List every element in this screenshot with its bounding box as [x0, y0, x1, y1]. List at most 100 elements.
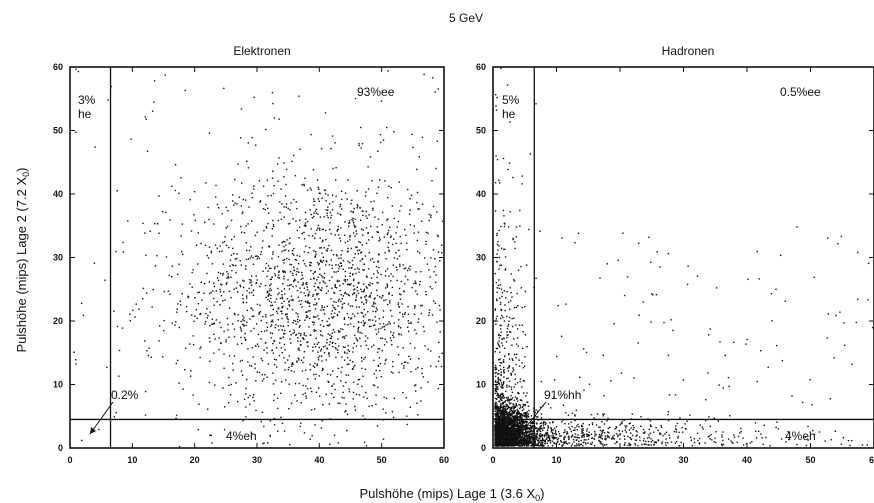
scatter-point — [333, 397, 334, 398]
scatter-point — [300, 344, 301, 345]
scatter-point — [576, 440, 577, 441]
scatter-point — [353, 347, 354, 348]
scatter-point — [599, 441, 600, 442]
scatter-point — [255, 380, 256, 381]
scatter-point — [332, 343, 333, 344]
scatter-point — [223, 291, 224, 292]
scatter-point — [316, 392, 317, 393]
scatter-point — [572, 413, 573, 414]
scatter-point — [175, 321, 176, 322]
scatter-point — [345, 242, 346, 243]
scatter-point — [257, 232, 258, 233]
scatter-point — [359, 332, 360, 333]
scatter-point — [341, 199, 342, 200]
scatter-point — [422, 137, 423, 138]
scatter-point — [568, 436, 569, 437]
scatter-point — [115, 251, 116, 252]
scatter-point — [392, 244, 393, 245]
scatter-point — [180, 301, 181, 302]
scatter-point — [237, 320, 238, 321]
scatter-point — [409, 213, 410, 214]
scatter-point — [146, 119, 147, 120]
scatter-point — [627, 445, 628, 446]
scatter-point — [400, 294, 401, 295]
scatter-point — [308, 294, 309, 295]
scatter-point — [547, 430, 548, 431]
scatter-point — [315, 346, 316, 347]
scatter-point — [251, 292, 252, 293]
scatter-point — [262, 247, 263, 248]
scatter-point — [302, 337, 303, 338]
scatter-point — [296, 400, 297, 401]
scatter-point — [411, 134, 412, 135]
scatter-point — [329, 355, 330, 356]
scatter-point — [548, 403, 549, 404]
scatter-point — [364, 289, 365, 290]
scatter-point — [405, 312, 406, 313]
scatter-point — [165, 212, 166, 213]
scatter-point — [377, 282, 378, 283]
scatter-point — [518, 404, 519, 405]
scatter-point — [309, 262, 310, 263]
scatter-point — [266, 226, 267, 227]
scatter-point — [388, 230, 389, 231]
scatter-point — [327, 207, 328, 208]
scatter-point — [307, 378, 308, 379]
scatter-point — [347, 357, 348, 358]
scatter-point — [347, 414, 348, 415]
scatter-point — [526, 421, 527, 422]
scatter-point — [265, 204, 266, 205]
scatter-point — [372, 283, 373, 284]
scatter-point — [372, 311, 373, 312]
scatter-point — [322, 320, 323, 321]
scatter-point — [272, 372, 273, 373]
scatter-point — [332, 195, 333, 196]
scatter-point — [240, 286, 241, 287]
scatter-point — [775, 427, 776, 428]
scatter-point — [228, 385, 229, 386]
scatter-point — [245, 406, 246, 407]
scatter-point — [365, 299, 366, 300]
scatter-point — [169, 219, 170, 220]
scatter-point — [387, 304, 388, 305]
scatter-point — [289, 264, 290, 265]
scatter-point — [245, 388, 246, 389]
scatter-point — [250, 330, 251, 331]
scatter-point — [501, 414, 502, 415]
scatter-point — [292, 273, 293, 274]
scatter-point — [251, 275, 252, 276]
scatter-point — [503, 413, 504, 414]
scatter-point — [289, 384, 290, 385]
scatter-point — [604, 423, 605, 424]
scatter-point — [561, 445, 562, 446]
scatter-point — [335, 167, 336, 168]
scatter-point — [284, 344, 285, 345]
scatter-point — [379, 370, 380, 371]
scatter-point — [519, 434, 520, 435]
scatter-point — [117, 326, 118, 327]
scatter-point — [285, 379, 286, 380]
scatter-point — [270, 326, 271, 327]
scatter-point — [235, 272, 236, 273]
scatter-point — [256, 323, 257, 324]
scatter-point — [180, 177, 181, 178]
scatter-point — [400, 243, 401, 244]
scatter-point — [240, 360, 241, 361]
scatter-point — [228, 277, 229, 278]
scatter-point — [197, 318, 198, 319]
scatter-point — [246, 297, 247, 298]
scatter-point — [342, 298, 343, 299]
scatter-point — [303, 339, 304, 340]
scatter-point — [423, 326, 424, 327]
scatter-point — [378, 219, 379, 220]
scatter-point — [555, 443, 556, 444]
scatter-point — [307, 221, 308, 222]
scatter-point — [313, 205, 314, 206]
scatter-point — [315, 251, 316, 252]
scatter-point — [285, 249, 286, 250]
scatter-point — [314, 272, 315, 273]
scatter-point — [357, 190, 358, 191]
scatter-point — [396, 267, 397, 268]
y-tick-label: 30 — [53, 253, 63, 263]
scatter-point — [151, 357, 152, 358]
